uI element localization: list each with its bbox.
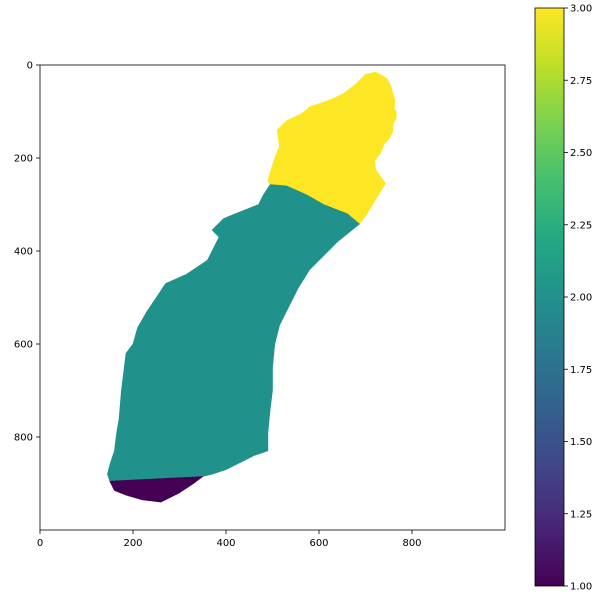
colorbar-tick-label: 2.25: [570, 220, 592, 231]
colorbar-tick-label: 2.75: [570, 76, 592, 87]
colorbar: 1.00 1.25 1.50 1.75 2.00 2.25 2.50 2.75 3.00: [534, 4, 592, 593]
colorbar-tick-label: 2.50: [570, 148, 592, 159]
colorbar-ticks: 1.00 1.25 1.50 1.75 2.00 2.25 2.50 2.75 3.00: [564, 4, 592, 593]
image-regions: [107, 71, 397, 503]
y-tick-label: 600: [14, 340, 33, 351]
colorbar-tick-label: 2.00: [570, 293, 592, 304]
plot-frame: [39, 64, 506, 531]
y-tick-label: 200: [14, 154, 33, 165]
x-tick-label: 800: [402, 538, 421, 549]
main-plot: 0 200 400 600 800 0 200 400 600 800: [14, 61, 506, 549]
y-tick-label: 0: [27, 61, 33, 72]
colorbar-tick-label: 1.25: [570, 509, 592, 520]
y-tick-label: 400: [14, 247, 33, 258]
colorbar-tick-label: 1.50: [570, 437, 592, 448]
x-tick-label: 400: [216, 538, 235, 549]
region-value-2: [107, 184, 360, 482]
colorbar-tick-label: 3.00: [570, 4, 592, 15]
x-axis: 0 200 400 600 800: [37, 530, 422, 549]
colorbar-tick-label: 1.00: [570, 582, 592, 593]
x-tick-label: 200: [123, 538, 142, 549]
y-tick-label: 800: [14, 433, 33, 444]
x-tick-label: 0: [37, 538, 43, 549]
colorbar-tick-label: 1.75: [570, 365, 592, 376]
x-tick-label: 600: [309, 538, 328, 549]
y-axis: 0 200 400 600 800: [14, 61, 40, 444]
colorbar-gradient: [535, 8, 564, 586]
region-value-1: [109, 476, 204, 503]
